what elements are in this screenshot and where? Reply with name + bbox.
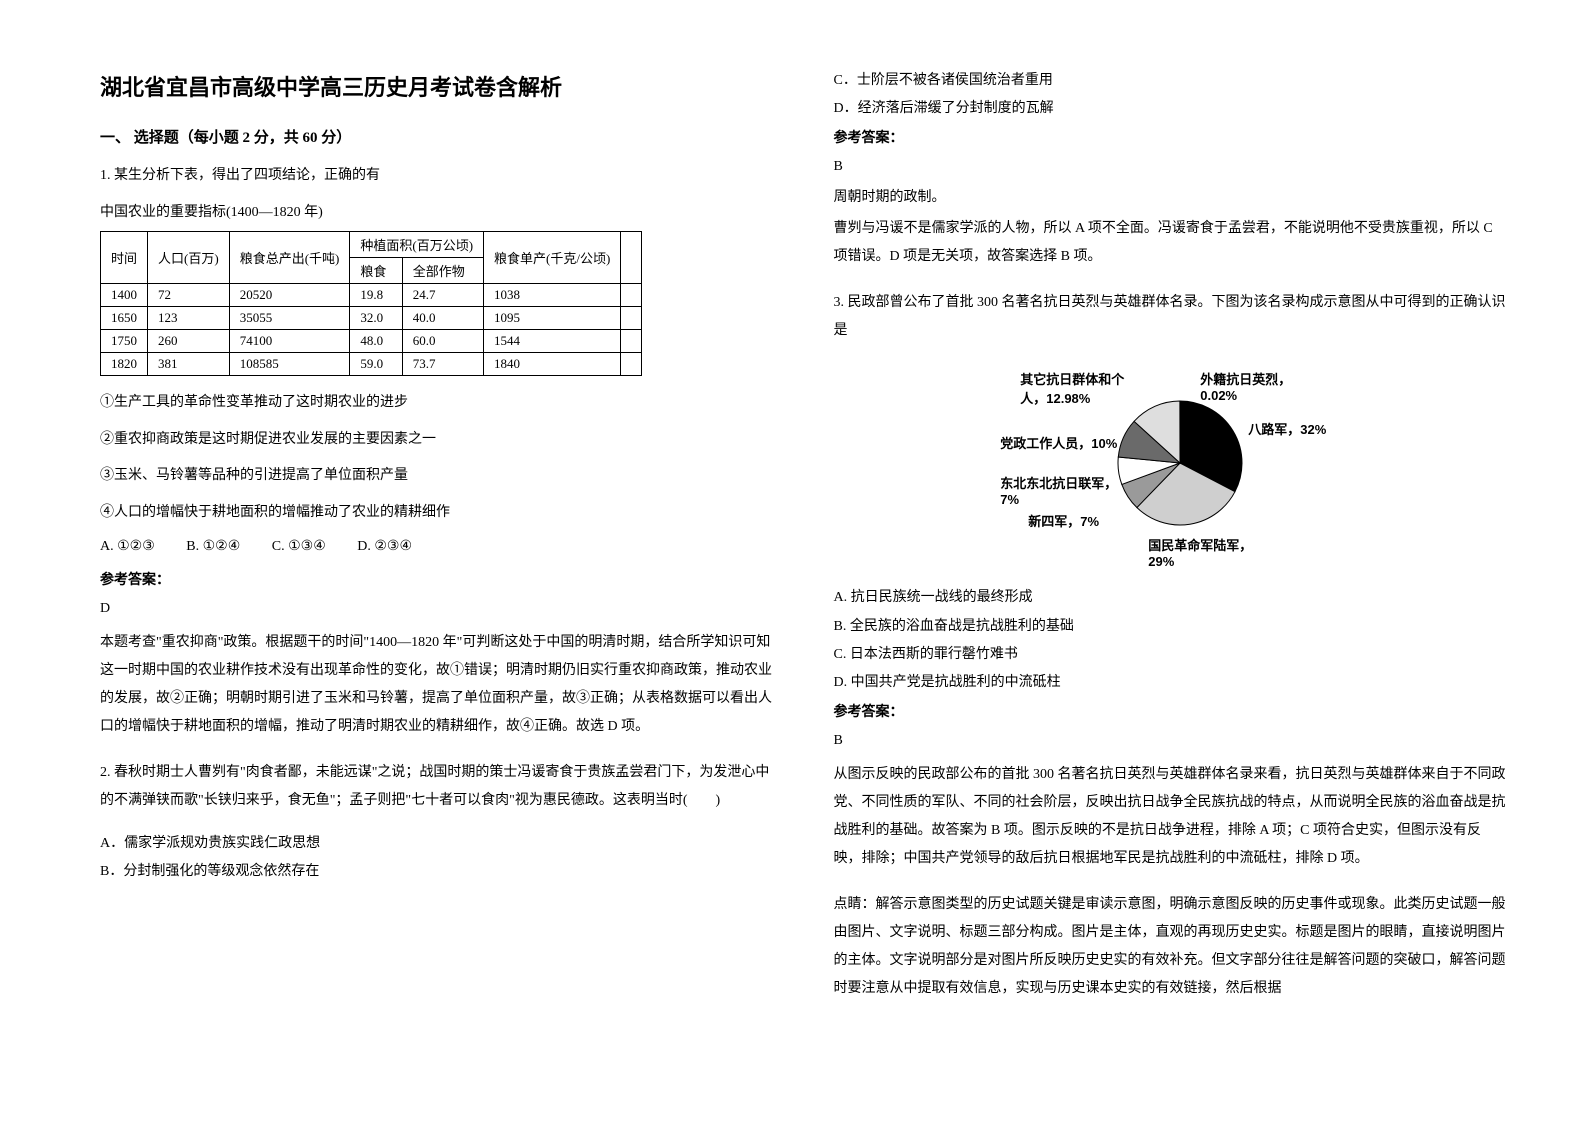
- section-heading: 一、 选择题（每小题 2 分，共 60 分）: [100, 126, 774, 147]
- th-grain: 粮食: [350, 258, 402, 284]
- q1-opt-b: B. ①②④: [186, 538, 240, 555]
- q1-stem: 1. 某生分析下表，得出了四项结论，正确的有: [100, 165, 774, 187]
- th-all: 全部作物: [402, 258, 483, 284]
- q1-ans: D: [100, 601, 774, 617]
- table-row: 16501233505532.040.01095: [101, 307, 642, 330]
- q2-opt-d: D．经济落后滞缓了分封制度的瓦解: [834, 98, 1508, 120]
- chart-label: 新四军，7%: [1028, 511, 1099, 530]
- table-row: 182038110858559.073.71840: [101, 353, 642, 376]
- q3-explain: 从图示反映的民政部公布的首批 300 名著名抗日英烈与英雄群体名录来看，抗日英烈…: [834, 761, 1508, 873]
- q2-opt-c: C．士阶层不被各诸侯国统治者重用: [834, 70, 1508, 92]
- q2-opt-b: B．分封制强化的等级观念依然存在: [100, 861, 774, 883]
- chart-label: 国民革命军陆军，29%: [1148, 535, 1268, 569]
- left-column: 湖北省宜昌市高级中学高三历史月考试卷含解析 一、 选择题（每小题 2 分，共 6…: [100, 70, 804, 1082]
- th-output: 粮食总产出(千吨): [229, 232, 350, 284]
- q1-explain: 本题考查"重农抑商"政策。根据题干的时间"1400—1820 年"可判断这处于中…: [100, 629, 774, 741]
- q1-caption: 中国农业的重要指标(1400—1820 年): [100, 201, 774, 221]
- table-row: 1400722052019.824.71038: [101, 284, 642, 307]
- th-area: 种植面积(百万公顷): [350, 232, 484, 258]
- q3-ans-label: 参考答案：: [834, 701, 1508, 721]
- chart-label: 东北东北抗日联军，7%: [1000, 473, 1120, 507]
- q3-opt-d: D. 中国共产党是抗战胜利的中流砥柱: [834, 672, 1508, 694]
- th-blank: [621, 232, 642, 284]
- table-row: 17502607410048.060.01544: [101, 330, 642, 353]
- q1-stmt-3: ③玉米、马铃薯等品种的引进提高了单位面积产量: [100, 465, 774, 487]
- chart-label: 其它抗日群体和个人，12.98%: [1020, 369, 1140, 407]
- q1-opt-c: C. ①③④: [272, 538, 326, 555]
- q3-opt-c: C. 日本法西斯的罪行罄竹难书: [834, 644, 1508, 666]
- q3-stem: 3. 民政部曾公布了首批 300 名著名抗日英烈与英雄群体名录。下图为该名录构成…: [834, 289, 1508, 345]
- q1-ans-label: 参考答案：: [100, 569, 774, 589]
- q1-opt-d: D. ②③④: [357, 538, 412, 555]
- q2-explain2: 曹刿与冯谖不是儒家学派的人物，所以 A 项不全面。冯谖寄食于孟尝君，不能说明他不…: [834, 215, 1508, 271]
- chart-label: 外籍抗日英烈，0.02%: [1200, 369, 1320, 403]
- pie-chart: 其它抗日群体和个人，12.98% 外籍抗日英烈，0.02% 八路军，32% 党政工作人…: [1000, 363, 1340, 573]
- th-time: 时间: [101, 232, 148, 284]
- q2-ans: B: [834, 159, 1508, 175]
- th-yield: 粮食单产(千克/公顷): [484, 232, 621, 284]
- q2-opt-a: A．儒家学派规劝贵族实践仁政思想: [100, 833, 774, 855]
- q1-table: 时间 人口(百万) 粮食总产出(千吨) 种植面积(百万公顷) 粮食单产(千克/公…: [100, 231, 642, 376]
- chart-label: 八路军，32%: [1248, 419, 1326, 438]
- q3-tip: 点睛：解答示意图类型的历史试题关键是审读示意图，明确示意图反映的历史事件或现象。…: [834, 891, 1508, 1003]
- q3-ans: B: [834, 733, 1508, 749]
- page-title: 湖北省宜昌市高级中学高三历史月考试卷含解析: [100, 70, 774, 102]
- table-row: 时间 人口(百万) 粮食总产出(千吨) 种植面积(百万公顷) 粮食单产(千克/公…: [101, 232, 642, 258]
- q3-opt-b: B. 全民族的浴血奋战是抗战胜利的基础: [834, 616, 1508, 638]
- chart-label: 党政工作人员，10%: [1000, 433, 1117, 452]
- q1-options: A. ①②③ B. ①②④ C. ①③④ D. ②③④: [100, 538, 774, 555]
- q3-opt-a: A. 抗日民族统一战线的最终形成: [834, 587, 1508, 609]
- q1-stmt-1: ①生产工具的革命性变革推动了这时期农业的进步: [100, 392, 774, 414]
- q1-stmt-2: ②重农抑商政策是这时期促进农业发展的主要因素之一: [100, 429, 774, 451]
- q2-stem: 2. 春秋时期士人曹刿有"肉食者鄙，未能远谋"之说；战国时期的策士冯谖寄食于贵族…: [100, 759, 774, 815]
- right-column: C．士阶层不被各诸侯国统治者重用 D．经济落后滞缓了分封制度的瓦解 参考答案： …: [804, 70, 1508, 1082]
- th-pop: 人口(百万): [148, 232, 230, 284]
- q1-stmt-4: ④人口的增幅快于耕地面积的增幅推动了农业的精耕细作: [100, 502, 774, 524]
- q1-opt-a: A. ①②③: [100, 538, 155, 555]
- q2-ans-label: 参考答案：: [834, 127, 1508, 147]
- q2-explain1: 周朝时期的政制。: [834, 187, 1508, 209]
